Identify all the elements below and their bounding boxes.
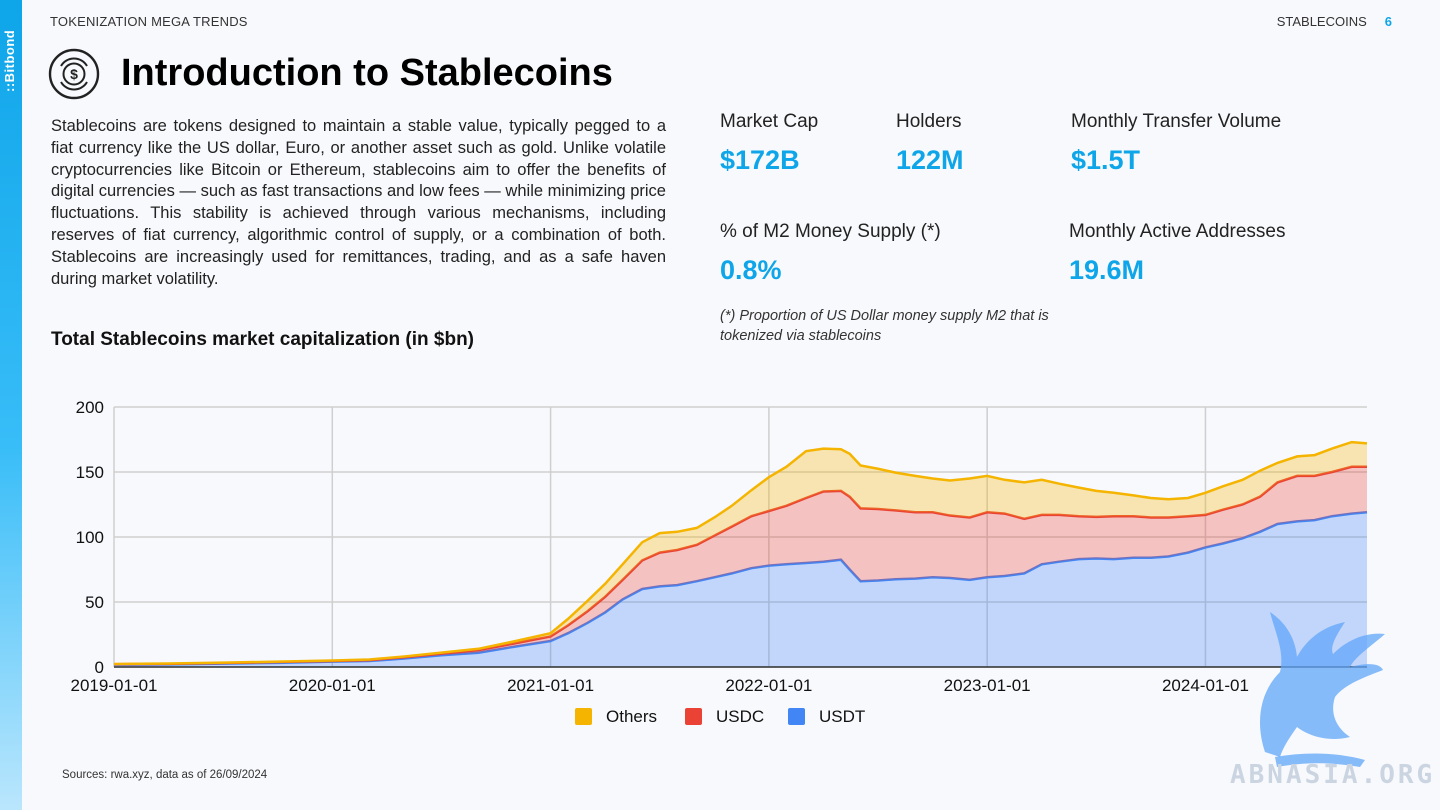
intro-paragraph: Stablecoins are tokens designed to maint… <box>51 117 666 288</box>
stat-m2-share: % of M2 Money Supply (*) 0.8% <box>720 221 941 286</box>
legend-label-others: Others <box>606 707 657 726</box>
sources-note: Sources: rwa.xyz, data as of 26/09/2024 <box>62 769 268 781</box>
topic-label: STABLECOINS <box>1276 14 1367 29</box>
y-tick-label: 100 <box>76 528 104 547</box>
stat-value: 122M <box>896 145 964 175</box>
stat-value: 0.8% <box>720 255 782 285</box>
x-tick-label: 2024-01-01 <box>1162 676 1249 695</box>
legend-swatch-usdc <box>685 708 702 725</box>
y-tick-label: 50 <box>85 593 104 612</box>
svg-text:$: $ <box>70 66 78 82</box>
header-right: STABLECOINS 6 <box>1277 14 1392 29</box>
series-area-others <box>114 442 1367 665</box>
x-tick-label: 2023-01-01 <box>944 676 1031 695</box>
y-tick-label: 200 <box>76 398 104 417</box>
dollar-coin-icon: $ <box>48 48 100 100</box>
x-tick-label: 2021-01-01 <box>507 676 594 695</box>
stat-label: % of M2 Money Supply (*) <box>720 221 941 242</box>
series-line-others <box>113 440 1368 666</box>
footnote: (*) Proportion of US Dollar money supply… <box>720 308 1049 344</box>
y-tick-label: 0 <box>95 658 104 677</box>
section-label: TOKENIZATION MEGA TRENDS <box>50 14 248 29</box>
stat-label: Monthly Active Addresses <box>1069 221 1286 242</box>
stat-value: $172B <box>720 145 800 175</box>
series-line-usdt <box>113 511 1368 666</box>
x-tick-label: 2019-01-01 <box>71 676 158 695</box>
stat-value: $1.5T <box>1071 145 1141 175</box>
x-tick-label: 2020-01-01 <box>289 676 376 695</box>
series-line-usdc <box>113 465 1367 666</box>
stat-value: 19.6M <box>1069 255 1145 285</box>
legend-swatch-usdt <box>788 708 805 725</box>
side-brand-strip: ::Bitbond <box>0 0 22 810</box>
y-tick-label: 150 <box>76 463 104 482</box>
legend-label-usdt: USDT <box>819 707 865 726</box>
stat-holders: Holders 122M <box>896 111 964 176</box>
x-tick-label: 2022-01-01 <box>725 676 812 695</box>
series-area-usdt <box>114 512 1367 667</box>
page-number: 6 <box>1384 14 1392 29</box>
stacked-area-chart: 0 50 100 150 200 2019-01-01 2020-01-01 2021-01-… <box>71 398 1368 726</box>
watermark-text: ABNASIA.ORG <box>1230 760 1436 790</box>
stat-label: Market Cap <box>720 111 819 132</box>
griffin-watermark-icon <box>1260 612 1385 767</box>
chart-container: 0 50 100 150 200 2019-01-01 2020-01-01 2021-01-… <box>60 390 1380 735</box>
stat-market-cap: Market Cap $172B <box>720 111 818 176</box>
chart-title: Total Stablecoins market capitalization … <box>51 329 475 350</box>
series-area-usdc <box>114 466 1367 665</box>
stat-transfer-volume: Monthly Transfer Volume $1.5T <box>1071 111 1281 176</box>
stat-label: Monthly Transfer Volume <box>1071 111 1282 132</box>
stat-active-addresses: Monthly Active Addresses 19.6M <box>1069 221 1286 286</box>
legend-label-usdc: USDC <box>716 707 764 726</box>
stat-label: Holders <box>896 111 962 132</box>
page-title: Introduction to Stablecoins <box>121 52 613 94</box>
brand-logo: ::Bitbond <box>2 29 17 92</box>
legend-swatch-others <box>575 708 592 725</box>
